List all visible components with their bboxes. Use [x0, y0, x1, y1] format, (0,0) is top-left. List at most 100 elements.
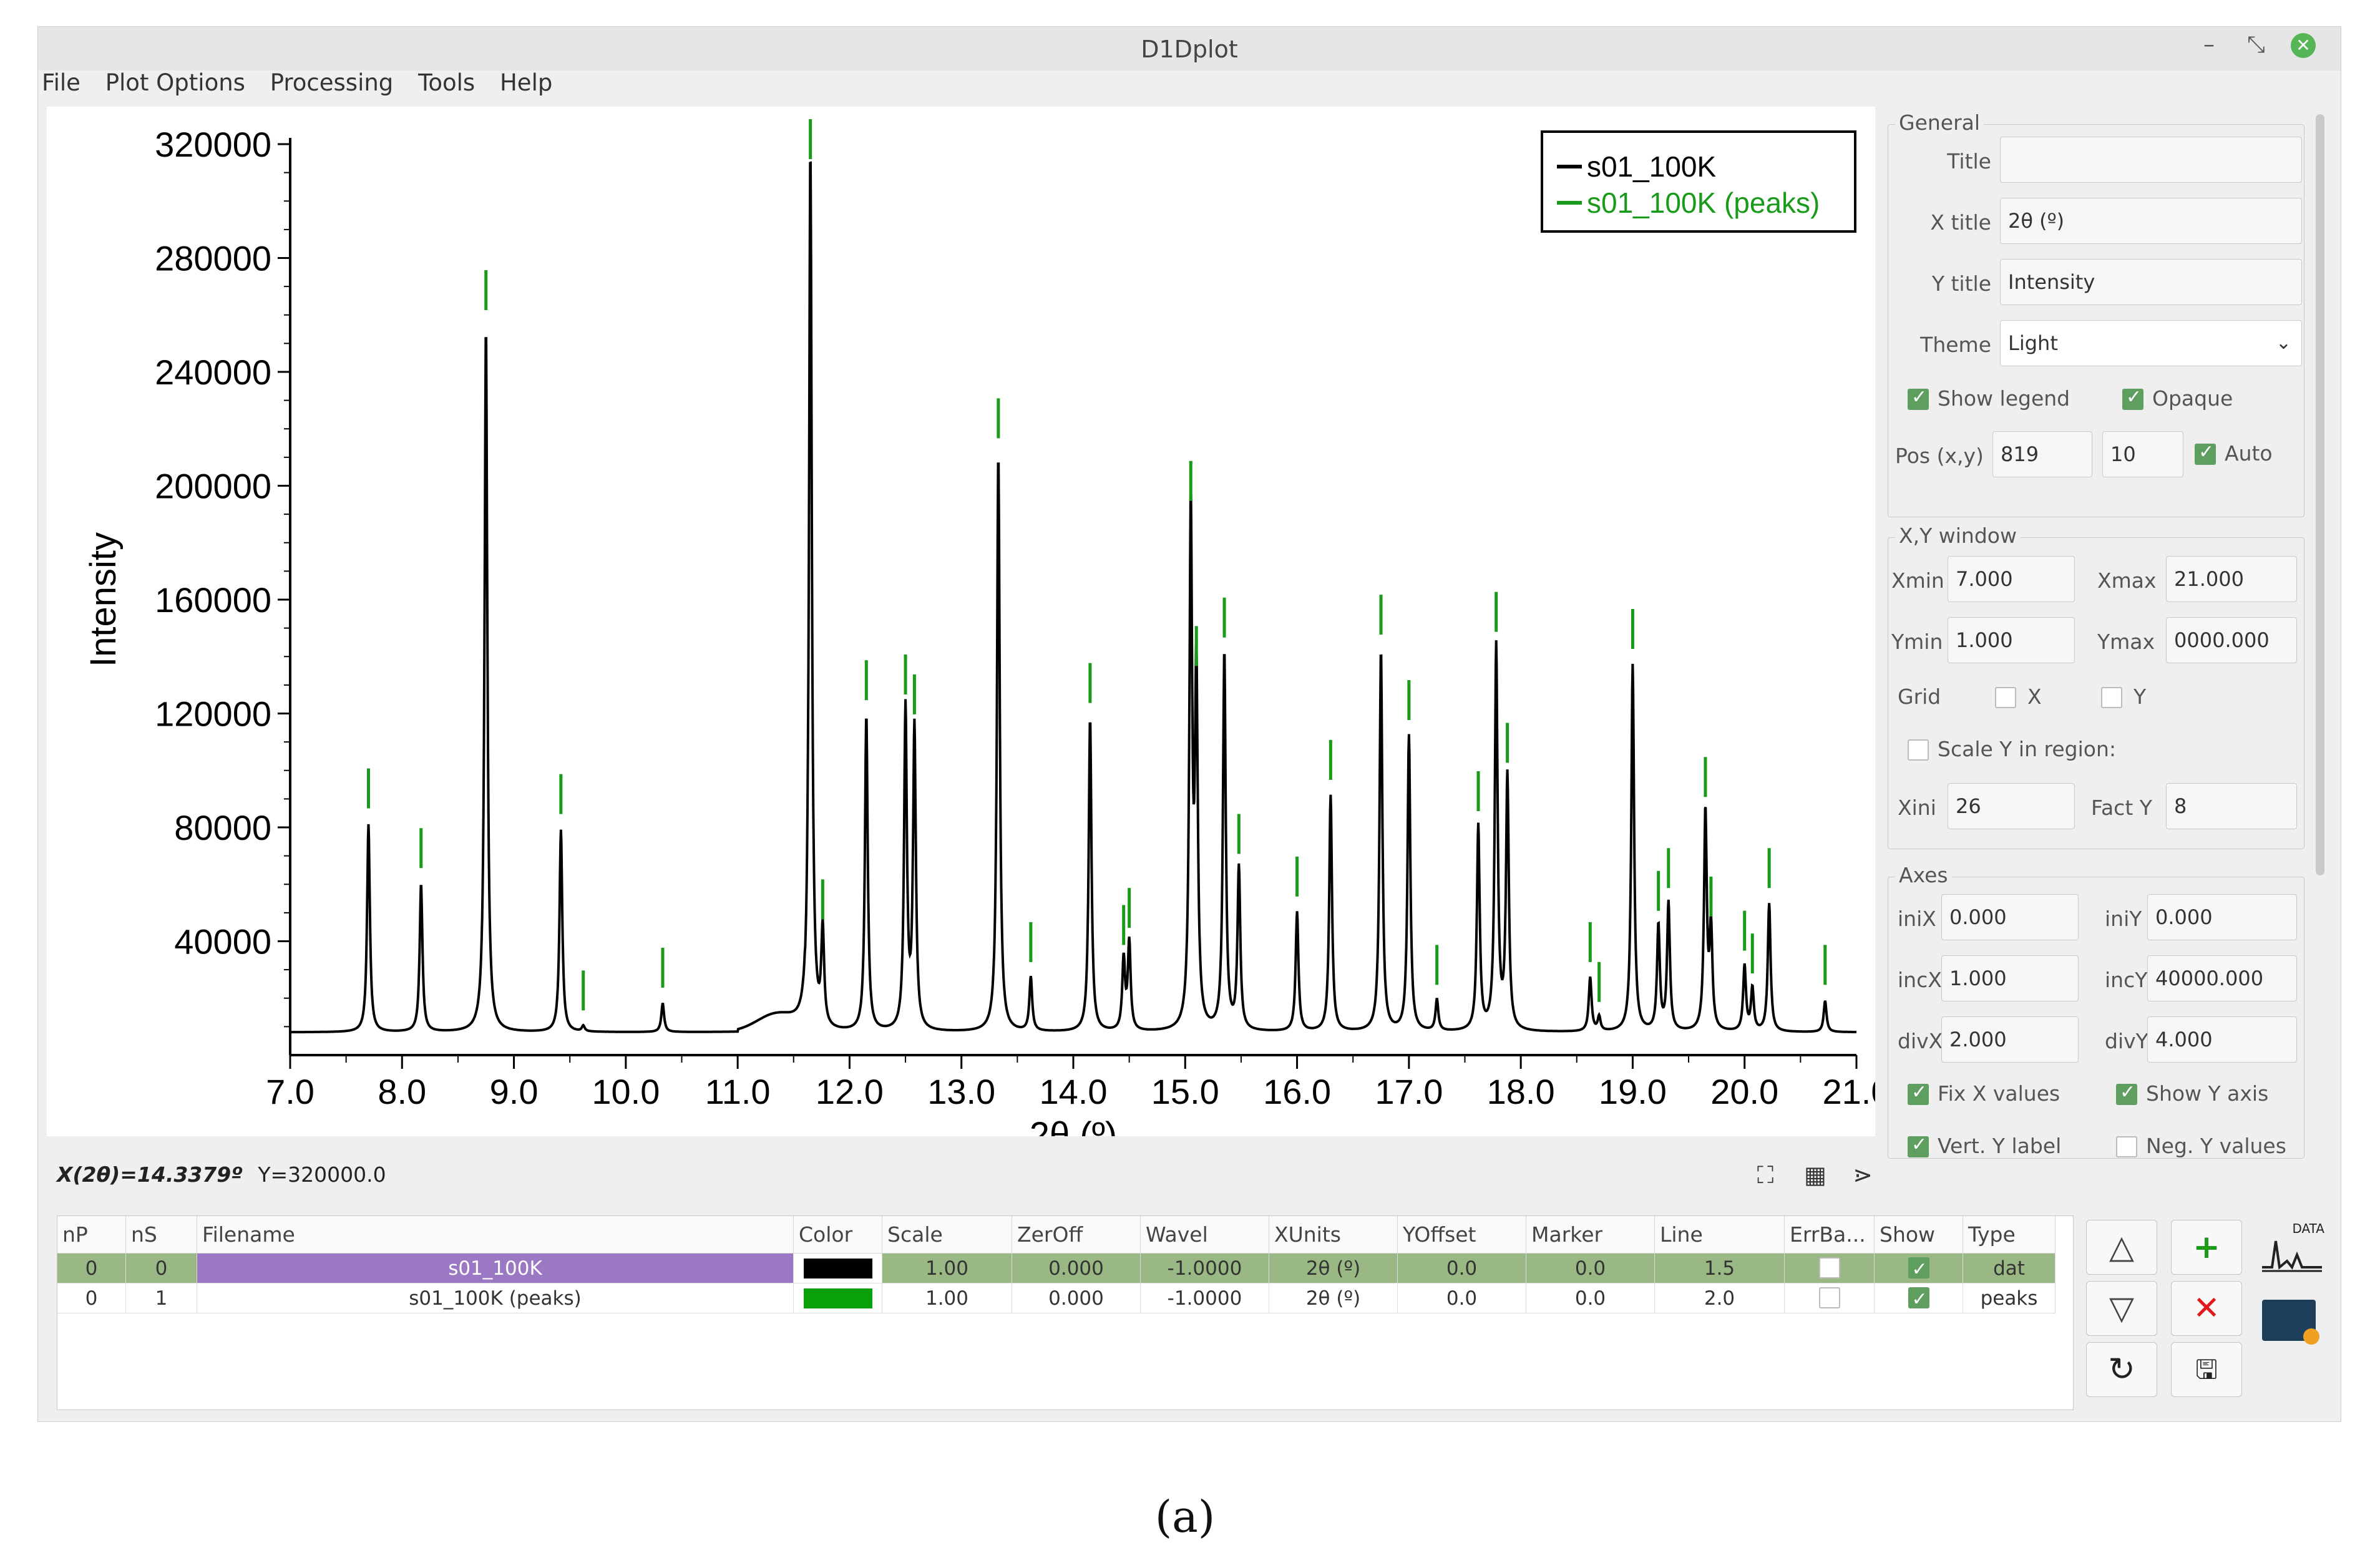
- neg-y-label: Neg. Y values: [2146, 1134, 2286, 1158]
- errbars-checkbox[interactable]: [1818, 1257, 1840, 1278]
- xmax-field[interactable]: 21.000: [2166, 556, 2297, 602]
- show-y-axis-checkbox[interactable]: [2116, 1081, 2137, 1105]
- grid-y-checkbox[interactable]: [2101, 687, 2122, 708]
- x-tick-label: 8.0: [378, 1072, 426, 1111]
- grid-x-label: X: [2027, 684, 2042, 709]
- xtitle-field[interactable]: 2θ (º): [2000, 198, 2302, 244]
- col-color[interactable]: Color: [794, 1216, 882, 1254]
- pos-x-field[interactable]: 819: [1992, 431, 2092, 477]
- col-zeroff[interactable]: ZerOff: [1012, 1216, 1141, 1254]
- incy-field[interactable]: 40000.000: [2147, 955, 2297, 1001]
- vert-y-label-checkbox[interactable]: [1908, 1134, 1929, 1157]
- move-down-button[interactable]: ▽: [2086, 1281, 2157, 1336]
- col-filename[interactable]: Filename: [197, 1216, 794, 1254]
- cell-type: dat: [1963, 1254, 2055, 1283]
- xini-field[interactable]: 26: [1948, 783, 2075, 829]
- axes-group: [1888, 877, 2304, 1159]
- palette-icon[interactable]: ▦: [1804, 1161, 1826, 1189]
- x-axis-label: 2θ (º): [1030, 1115, 1117, 1136]
- diffraction-chart[interactable]: 7.0 8.0 9.0 10.0 11.0 12.0 13.0 14.0 15.0 16.0 17.…: [47, 107, 1875, 1136]
- cell-yoffset: 0.0: [1398, 1283, 1526, 1313]
- show-checkbox[interactable]: [1908, 1285, 1929, 1315]
- panel-scrollbar[interactable]: [2316, 114, 2324, 875]
- cell-color[interactable]: [794, 1283, 882, 1313]
- col-xunits[interactable]: XUnits: [1269, 1216, 1398, 1254]
- cell-xunits: 2θ (º): [1269, 1283, 1398, 1313]
- x-tick-label: 9.0: [490, 1072, 539, 1111]
- data-icon[interactable]: DATA: [2260, 1221, 2324, 1273]
- move-up-button[interactable]: △: [2086, 1220, 2157, 1275]
- xini-label: Xini: [1898, 796, 1936, 820]
- inix-field[interactable]: 0.000: [1941, 894, 2079, 940]
- database-badge: [2303, 1328, 2319, 1345]
- grid-x-checkbox[interactable]: [1995, 687, 2016, 708]
- inix-label: iniX: [1898, 907, 1936, 931]
- legend-box: [1541, 130, 1856, 233]
- col-yoffset[interactable]: YOffset: [1398, 1216, 1526, 1254]
- title-field[interactable]: [2000, 137, 2302, 183]
- auto-checkbox[interactable]: [2195, 441, 2216, 465]
- save-button[interactable]: 🖫: [2171, 1342, 2242, 1397]
- menu-file[interactable]: File: [42, 69, 80, 96]
- menu-tools[interactable]: Tools: [418, 69, 475, 96]
- neg-y-checkbox[interactable]: [2116, 1136, 2137, 1157]
- cell-wavel: -1.0000: [1141, 1283, 1269, 1313]
- x-tick-label: 19.0: [1599, 1072, 1667, 1111]
- cell-errbars[interactable]: [1785, 1283, 1875, 1313]
- add-button[interactable]: +: [2171, 1220, 2242, 1275]
- fix-x-checkbox[interactable]: [1908, 1081, 1929, 1105]
- cell-color[interactable]: [794, 1254, 882, 1283]
- col-scale[interactable]: Scale: [882, 1216, 1012, 1254]
- cell-show[interactable]: [1875, 1283, 1963, 1315]
- col-marker[interactable]: Marker: [1526, 1216, 1655, 1254]
- divy-field[interactable]: 4.000: [2147, 1016, 2297, 1063]
- col-ns[interactable]: nS: [126, 1216, 197, 1254]
- xtitle-label: X title: [1930, 210, 1991, 235]
- facty-field[interactable]: 8: [2166, 783, 2297, 829]
- col-wavel[interactable]: Wavel: [1141, 1216, 1269, 1254]
- options-panel: General Title X title 2θ (º) Y title Int…: [1885, 107, 2309, 1159]
- menu-processing[interactable]: Processing: [270, 69, 394, 96]
- errbars-checkbox[interactable]: [1818, 1287, 1840, 1308]
- cell-errbars[interactable]: [1785, 1254, 1875, 1283]
- col-errbars[interactable]: ErrBa...: [1785, 1216, 1875, 1254]
- iniy-field[interactable]: 0.000: [2147, 894, 2297, 940]
- plot-area[interactable]: 7.0 8.0 9.0 10.0 11.0 12.0 13.0 14.0 15.0 16.0 17.…: [47, 107, 1875, 1136]
- menu-help[interactable]: Help: [499, 69, 553, 96]
- col-np[interactable]: nP: [57, 1216, 126, 1254]
- col-type[interactable]: Type: [1963, 1216, 2055, 1254]
- show-legend-checkbox[interactable]: [1908, 386, 1929, 410]
- xmin-field[interactable]: 7.000: [1948, 556, 2075, 602]
- grid-y-label: Y: [2133, 684, 2147, 709]
- opaque-checkbox[interactable]: [2122, 386, 2143, 410]
- col-show[interactable]: Show: [1875, 1216, 1963, 1254]
- incx-field[interactable]: 1.000: [1941, 955, 2079, 1001]
- fit-view-icon[interactable]: ⛶: [1757, 1161, 1774, 1189]
- col-line[interactable]: Line: [1655, 1216, 1785, 1254]
- cell-show[interactable]: [1875, 1254, 1963, 1285]
- y-tick-label: 280000: [155, 239, 271, 278]
- console-icon[interactable]: ⋗: [1853, 1161, 1873, 1189]
- close-button[interactable]: ✕: [2291, 33, 2316, 58]
- database-icon[interactable]: [2262, 1300, 2319, 1345]
- scale-y-checkbox[interactable]: [1908, 739, 1929, 761]
- ytitle-field[interactable]: Intensity: [2000, 259, 2302, 305]
- iniy-label: iniY: [2105, 907, 2142, 931]
- incy-label: incY: [2105, 968, 2148, 992]
- ymin-field[interactable]: 1.000: [1948, 617, 2075, 663]
- remove-button[interactable]: ✕: [2171, 1281, 2242, 1336]
- ymax-field[interactable]: 0000.000: [2166, 617, 2297, 663]
- show-legend-label: Show legend: [1938, 386, 2070, 411]
- menu-plot-options[interactable]: Plot Options: [105, 69, 245, 96]
- reload-button[interactable]: ↻: [2086, 1342, 2157, 1397]
- x-tick-label: 15.0: [1151, 1072, 1219, 1111]
- maximize-button[interactable]: ⤡: [2247, 32, 2265, 57]
- theme-select[interactable]: Light ⌄: [2000, 320, 2302, 366]
- chevron-down-icon: ⌄: [2275, 332, 2291, 354]
- y-tick-label: 320000: [155, 125, 271, 164]
- pos-y-field[interactable]: 10: [2102, 431, 2183, 477]
- divx-field[interactable]: 2.000: [1941, 1016, 2079, 1063]
- axes-title: Axes: [1895, 863, 1952, 887]
- minimize-button[interactable]: –: [2203, 32, 2215, 57]
- show-checkbox[interactable]: [1908, 1255, 1929, 1285]
